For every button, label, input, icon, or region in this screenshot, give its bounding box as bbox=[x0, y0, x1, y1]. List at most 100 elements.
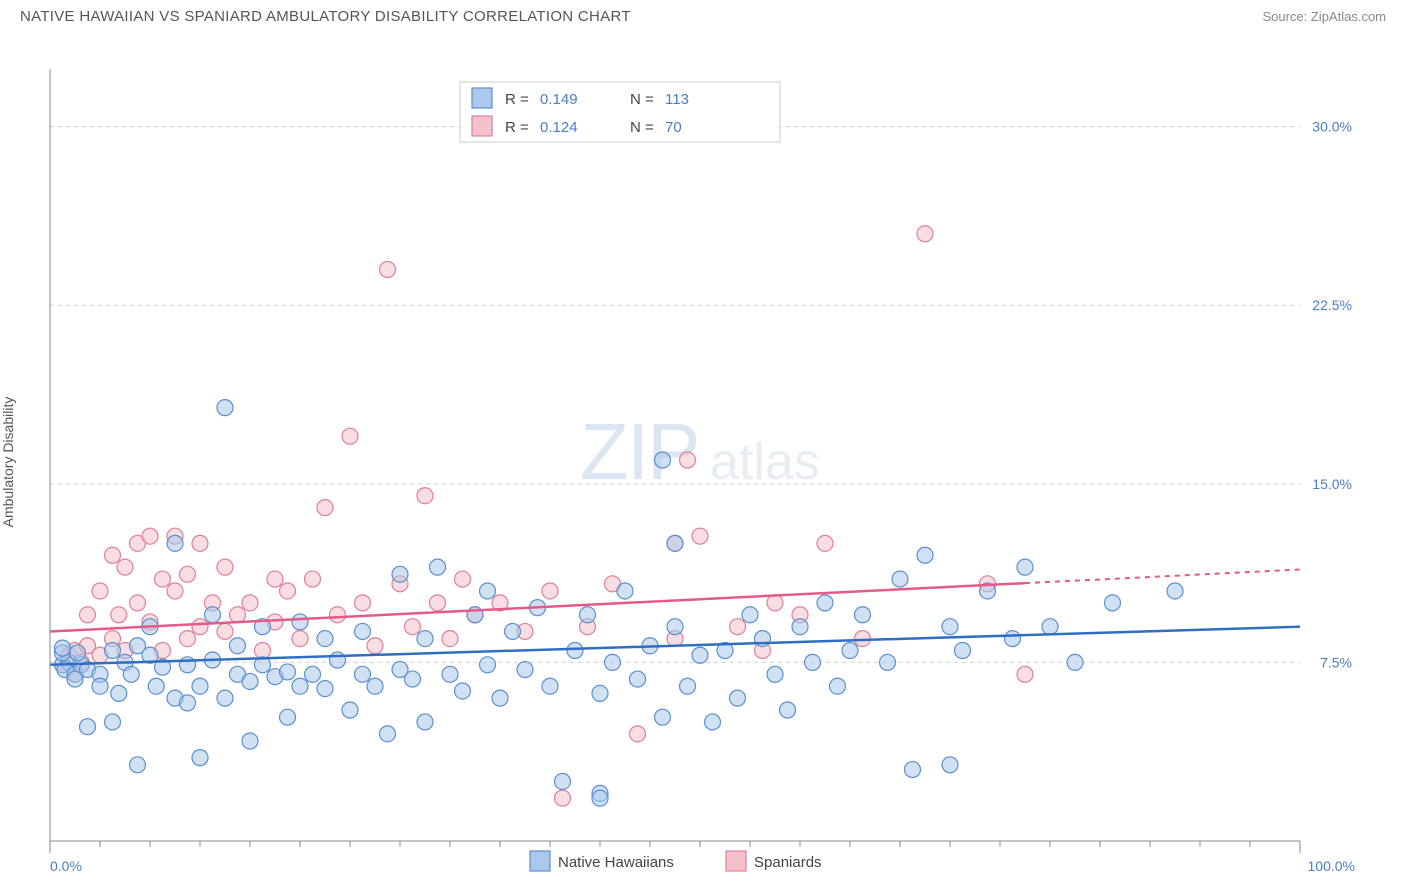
data-point bbox=[242, 733, 258, 749]
data-point bbox=[180, 695, 196, 711]
data-point bbox=[217, 623, 233, 639]
data-point bbox=[305, 666, 321, 682]
data-point bbox=[1067, 654, 1083, 670]
data-point bbox=[480, 657, 496, 673]
data-point bbox=[192, 619, 208, 635]
data-point bbox=[842, 643, 858, 659]
data-point bbox=[105, 643, 121, 659]
legend-r-value: 0.149 bbox=[540, 91, 578, 108]
watermark: ZIP bbox=[580, 407, 698, 496]
data-point bbox=[380, 726, 396, 742]
data-point bbox=[167, 583, 183, 599]
data-point bbox=[317, 500, 333, 516]
data-point bbox=[180, 566, 196, 582]
data-point bbox=[355, 623, 371, 639]
data-point bbox=[317, 681, 333, 697]
data-point bbox=[367, 678, 383, 694]
data-point bbox=[430, 559, 446, 575]
data-point bbox=[70, 645, 86, 661]
data-point bbox=[1017, 559, 1033, 575]
data-point bbox=[567, 643, 583, 659]
x-tick-label: 100.0% bbox=[1308, 858, 1355, 874]
data-point bbox=[105, 714, 121, 730]
y-tick-label: 22.5% bbox=[1312, 297, 1352, 313]
trend-line-extrapolated bbox=[1025, 570, 1300, 584]
data-point bbox=[692, 528, 708, 544]
data-point bbox=[955, 643, 971, 659]
data-point bbox=[492, 690, 508, 706]
data-point bbox=[855, 607, 871, 623]
data-point bbox=[355, 595, 371, 611]
data-point bbox=[217, 559, 233, 575]
data-point bbox=[792, 619, 808, 635]
data-point bbox=[630, 726, 646, 742]
data-point bbox=[192, 678, 208, 694]
data-point bbox=[130, 595, 146, 611]
data-point bbox=[667, 535, 683, 551]
data-point bbox=[155, 571, 171, 587]
scatter-chart: 7.5%15.0%22.5%30.0%ZIPatlas0.0%100.0%R =… bbox=[0, 29, 1406, 879]
data-point bbox=[330, 652, 346, 668]
legend-swatch bbox=[726, 851, 746, 871]
data-point bbox=[917, 547, 933, 563]
data-point bbox=[342, 702, 358, 718]
data-point bbox=[342, 428, 358, 444]
data-point bbox=[1017, 666, 1033, 682]
data-point bbox=[305, 571, 321, 587]
legend-n-label: N = bbox=[630, 91, 654, 108]
data-point bbox=[180, 631, 196, 647]
data-point bbox=[123, 666, 139, 682]
data-point bbox=[230, 607, 246, 623]
data-point bbox=[280, 664, 296, 680]
data-point bbox=[280, 583, 296, 599]
legend-series-label: Spaniards bbox=[754, 854, 822, 871]
data-point bbox=[455, 683, 471, 699]
y-axis-label: Ambulatory Disability bbox=[0, 397, 16, 528]
legend-series-label: Native Hawaiians bbox=[558, 854, 674, 871]
data-point bbox=[267, 571, 283, 587]
data-point bbox=[767, 595, 783, 611]
source-attribution: Source: ZipAtlas.com bbox=[1262, 9, 1386, 24]
y-tick-label: 7.5% bbox=[1320, 654, 1352, 670]
data-point bbox=[192, 535, 208, 551]
watermark: atlas bbox=[710, 433, 820, 491]
data-point bbox=[1005, 631, 1021, 647]
data-point bbox=[55, 640, 71, 656]
data-point bbox=[592, 685, 608, 701]
data-point bbox=[880, 654, 896, 670]
data-point bbox=[280, 709, 296, 725]
data-point bbox=[542, 678, 558, 694]
data-point bbox=[892, 571, 908, 587]
data-point bbox=[855, 631, 871, 647]
data-point bbox=[417, 631, 433, 647]
data-point bbox=[455, 571, 471, 587]
data-point bbox=[292, 631, 308, 647]
data-point bbox=[805, 654, 821, 670]
chart-title: NATIVE HAWAIIAN VS SPANIARD AMBULATORY D… bbox=[20, 8, 631, 25]
data-point bbox=[92, 678, 108, 694]
data-point bbox=[630, 671, 646, 687]
data-point bbox=[80, 719, 96, 735]
data-point bbox=[105, 547, 121, 563]
data-point bbox=[242, 673, 258, 689]
trend-line bbox=[50, 583, 1025, 631]
data-point bbox=[417, 714, 433, 730]
data-point bbox=[380, 262, 396, 278]
data-point bbox=[117, 559, 133, 575]
data-point bbox=[417, 488, 433, 504]
y-tick-label: 30.0% bbox=[1312, 119, 1352, 135]
data-point bbox=[555, 790, 571, 806]
data-point bbox=[92, 583, 108, 599]
data-point bbox=[255, 643, 271, 659]
data-point bbox=[217, 690, 233, 706]
legend-r-value: 0.124 bbox=[540, 119, 578, 136]
legend-n-value: 70 bbox=[665, 119, 682, 136]
data-point bbox=[705, 714, 721, 730]
data-point bbox=[330, 607, 346, 623]
data-point bbox=[442, 666, 458, 682]
data-point bbox=[148, 678, 164, 694]
data-point bbox=[742, 607, 758, 623]
data-point bbox=[767, 666, 783, 682]
legend-n-value: 113 bbox=[665, 91, 689, 108]
data-point bbox=[592, 790, 608, 806]
